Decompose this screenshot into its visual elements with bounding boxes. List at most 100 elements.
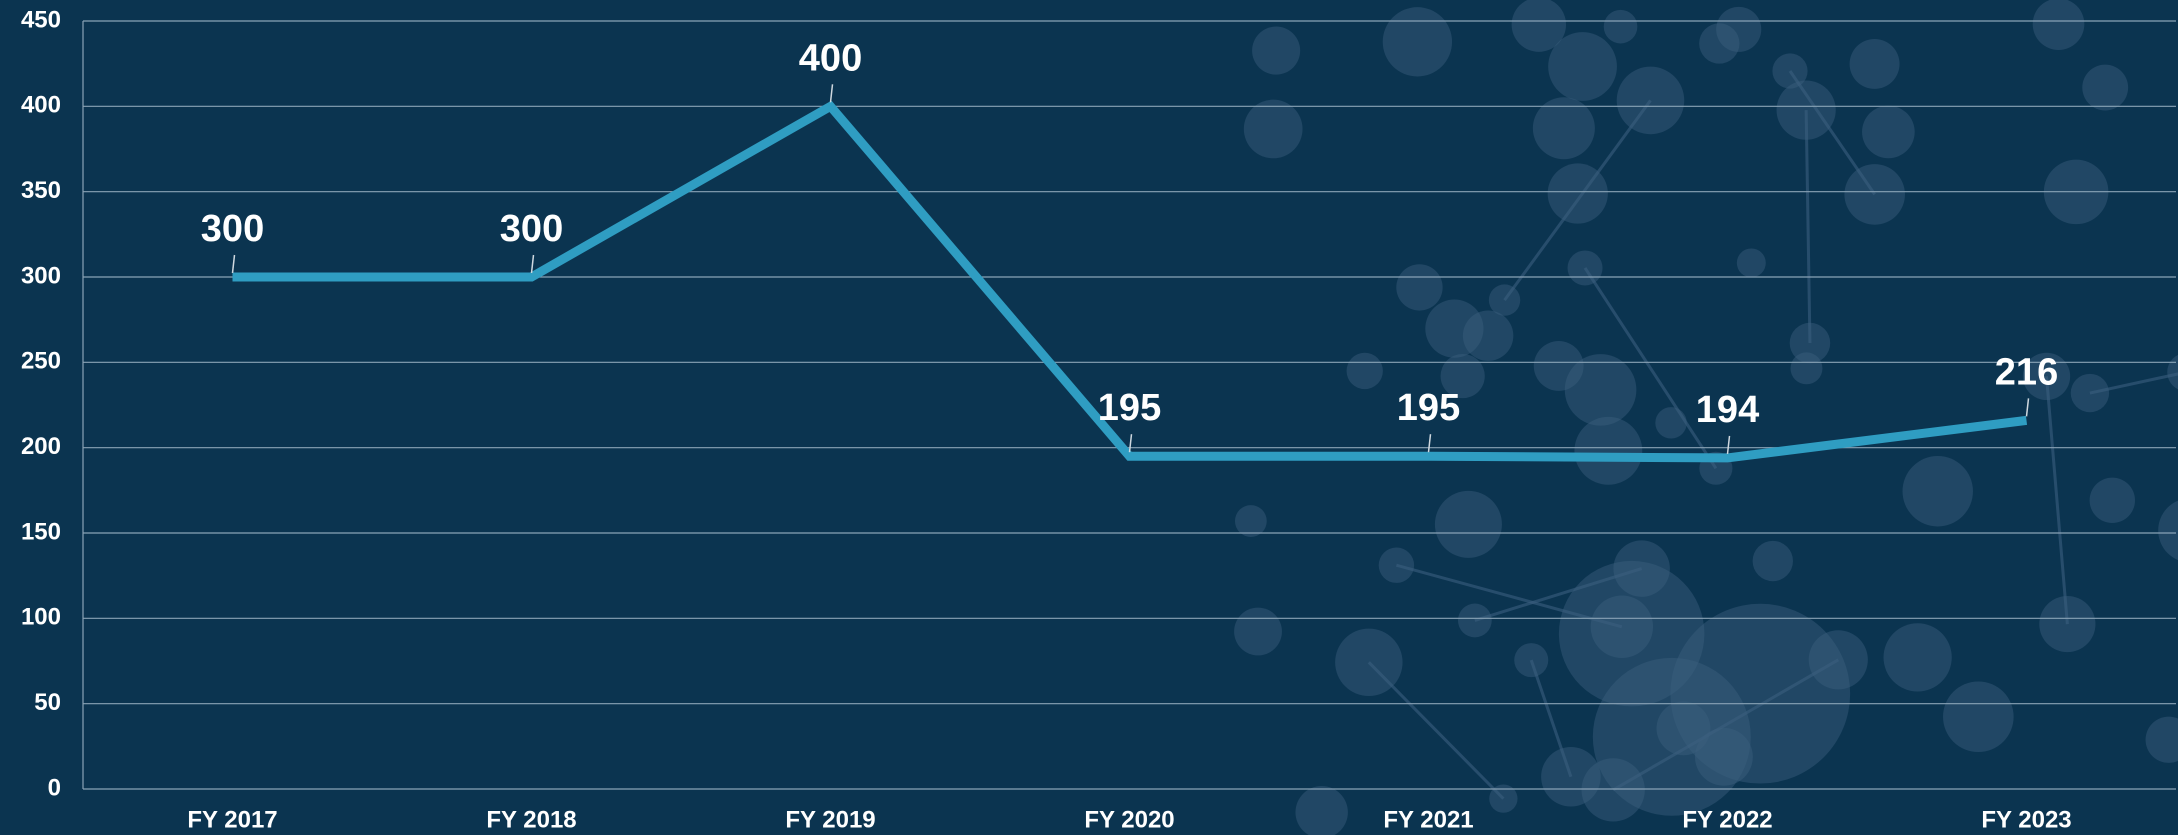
molecule-atom <box>1699 23 1740 64</box>
molecule-atom <box>2145 716 2178 763</box>
molecule-atom <box>1789 322 1831 364</box>
molecule-atom <box>1844 164 1905 225</box>
molecule-bond <box>1367 661 1505 800</box>
molecule-atom <box>1590 595 1654 658</box>
data-label: 216 <box>1995 351 2058 393</box>
molecule-atom <box>1752 540 1793 582</box>
x-tick-label: FY 2018 <box>486 806 576 833</box>
molecule-atom <box>1457 603 1492 638</box>
molecule-atom <box>2089 477 2136 524</box>
label-leader <box>1128 434 1133 453</box>
molecule-bond <box>1529 659 1573 778</box>
x-tick-label: FY 2023 <box>1981 806 2071 833</box>
molecule-atom <box>1382 7 1453 77</box>
molecule-atom <box>2082 64 2129 111</box>
x-tick-label: FY 2022 <box>1682 806 1772 833</box>
molecule-atom <box>1592 657 1751 816</box>
y-tick-label: 0 <box>48 774 61 801</box>
molecule-bond <box>1612 658 1840 792</box>
molecule-atom <box>1346 352 1383 390</box>
label-leader <box>231 254 236 274</box>
molecule-atom <box>1883 623 1952 692</box>
molecule-atom <box>1694 727 1753 786</box>
molecule-atom <box>1434 490 1502 558</box>
molecule-bond <box>1583 267 1718 470</box>
molecule-bond <box>1503 99 1652 301</box>
molecule-atom <box>1243 99 1303 159</box>
molecule-atom <box>1790 352 1823 385</box>
molecule-atom <box>1716 6 1762 52</box>
molecule-atom <box>1511 0 1567 52</box>
molecule-atom <box>2022 352 2071 401</box>
molecule-atom <box>1567 250 1603 286</box>
y-tick-label: 50 <box>34 689 61 716</box>
molecule-atom <box>1581 758 1645 822</box>
molecule-atom <box>1295 786 1348 835</box>
y-tick-label: 250 <box>21 348 61 375</box>
molecule-atom <box>2167 354 2178 390</box>
molecule-bond <box>2089 372 2178 395</box>
molecule-atom <box>1489 784 1518 813</box>
data-label: 300 <box>500 208 563 250</box>
molecule-atom <box>1603 9 1638 44</box>
x-tick-label: FY 2017 <box>187 806 277 833</box>
molecule-atom <box>1514 643 1549 678</box>
molecule-atom <box>1655 407 1687 439</box>
y-tick-label: 450 <box>21 6 61 33</box>
molecule-atom <box>1252 26 1301 75</box>
y-tick-label: 150 <box>21 518 61 545</box>
molecule-atom <box>1335 628 1403 697</box>
molecule-atom <box>1547 163 1608 224</box>
label-leader <box>530 254 535 274</box>
y-tick-label: 400 <box>21 92 61 119</box>
molecule-bond <box>1788 70 1876 196</box>
data-label: 300 <box>201 208 264 250</box>
molecule-atom <box>1776 80 1836 140</box>
molecule-bond <box>1474 567 1643 622</box>
molecule-bond <box>1396 563 1623 629</box>
molecule-bond <box>2045 376 2069 625</box>
molecule-atom <box>1541 747 1601 807</box>
x-tick-label: FY 2021 <box>1383 806 1473 833</box>
molecule-atom <box>1532 97 1595 160</box>
data-label: 194 <box>1696 389 1759 431</box>
molecule-atom <box>1772 53 1808 89</box>
data-label: 195 <box>1397 387 1460 429</box>
molecule-atom <box>2158 500 2178 561</box>
data-label: 400 <box>799 37 862 79</box>
molecule-atom <box>1533 341 1584 391</box>
molecule-bond <box>1804 110 1812 344</box>
label-leader <box>829 84 834 103</box>
molecule-atom <box>2032 0 2085 50</box>
molecule-atom <box>1548 32 1617 101</box>
molecule-atom <box>1234 607 1282 656</box>
molecule-atom <box>2039 595 2096 653</box>
data-label: 195 <box>1098 387 1161 429</box>
y-tick-label: 100 <box>21 604 61 631</box>
molecule-atom <box>2070 373 2110 413</box>
label-leader <box>1726 435 1731 454</box>
molecule-atom <box>1425 299 1484 358</box>
molecule-atom <box>1902 456 1973 527</box>
label-leader <box>2025 398 2030 417</box>
molecule-atom <box>1656 701 1711 756</box>
molecule-atom <box>1396 264 1443 311</box>
y-tick-label: 350 <box>21 177 61 204</box>
molecule-atom <box>1670 603 1851 784</box>
molecule-atom <box>1564 354 1637 426</box>
data-line <box>232 100 2028 463</box>
molecule-atom <box>1558 560 1705 707</box>
molecule-atom <box>1849 38 1900 89</box>
y-tick-label: 200 <box>21 433 61 460</box>
molecule-atom <box>1488 284 1521 316</box>
label-leader <box>1427 434 1432 453</box>
molecule-atom <box>1234 505 1267 537</box>
molecule-atom <box>1613 540 1670 597</box>
molecule-atom <box>1616 66 1685 135</box>
molecule-atom <box>1440 353 1485 399</box>
y-tick-label: 300 <box>21 262 61 289</box>
x-tick-label: FY 2020 <box>1084 806 1174 833</box>
molecule-atom <box>1862 105 1915 159</box>
